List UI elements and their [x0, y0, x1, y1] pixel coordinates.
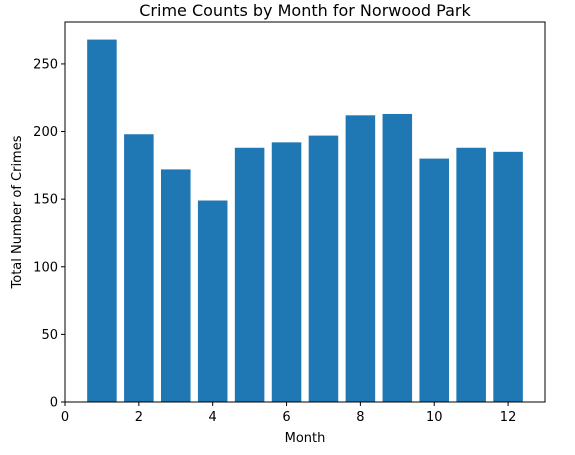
- bar-month-10: [419, 158, 449, 402]
- x-tick-label: 0: [61, 410, 69, 425]
- x-tick-label: 2: [135, 410, 143, 425]
- bar-month-3: [161, 169, 191, 402]
- x-tick-label: 8: [356, 410, 364, 425]
- y-tick-label: 250: [33, 57, 58, 72]
- bar-month-6: [271, 142, 302, 402]
- chart-title: Crime Counts by Month for Norwood Park: [139, 1, 471, 20]
- y-axis-label: Total Number of Crimes: [10, 135, 25, 289]
- x-tick-label: 6: [282, 410, 290, 425]
- bar-month-12: [493, 151, 523, 402]
- plot-frame: [64, 21, 546, 403]
- y-tick-label: 150: [33, 193, 58, 208]
- bar-month-9: [382, 113, 413, 402]
- bar-month-8: [345, 115, 376, 403]
- y-tick-label: 0: [50, 396, 58, 411]
- x-axis-label: Month: [285, 431, 326, 446]
- y-tick-label: 50: [41, 328, 58, 343]
- x-tick-label: 12: [500, 410, 517, 425]
- y-tick-label: 200: [33, 125, 58, 140]
- x-tick-label: 10: [426, 410, 443, 425]
- x-axis-ticks: 0 2 4 6 8 10 12: [61, 402, 516, 425]
- x-tick-label: 4: [209, 410, 217, 425]
- y-tick-label: 100: [33, 260, 58, 275]
- y-axis-ticks: 0 50 100 150 200 250: [33, 57, 65, 411]
- bar-month-11: [456, 147, 486, 402]
- bar-month-5: [234, 147, 265, 402]
- bars: [87, 39, 523, 403]
- bar-month-1: [87, 39, 117, 402]
- bar-month-2: [124, 134, 154, 402]
- bar-month-4: [197, 200, 228, 402]
- bar-month-7: [308, 135, 339, 402]
